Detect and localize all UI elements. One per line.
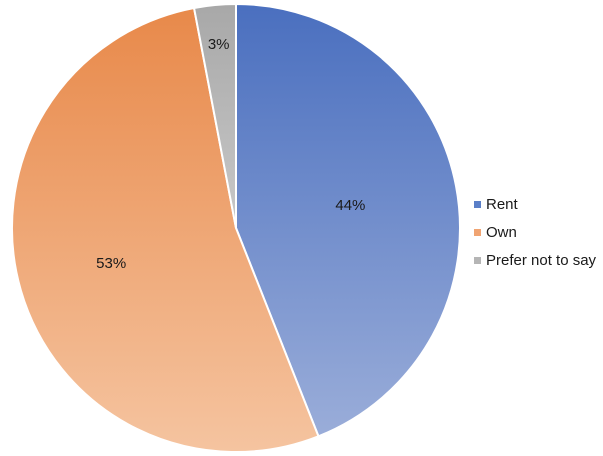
legend-item-own: Own <box>474 218 596 246</box>
legend-label: Prefer not to say <box>486 251 597 269</box>
pie-slice-prefer-not-to-say <box>192 2 237 229</box>
legend: Rent Own Prefer not to say <box>474 190 596 274</box>
legend-item-prefer-not-to-say: Prefer not to say <box>474 246 596 274</box>
legend-swatch <box>474 256 481 264</box>
pie-data-labels: 44% 53% 3% <box>96 36 365 272</box>
data-label-own: 53% <box>96 255 126 272</box>
pie-slice-rent <box>235 2 461 438</box>
legend-swatch <box>474 200 481 208</box>
pie-slices <box>10 2 461 453</box>
pie-slice-own <box>10 6 320 453</box>
data-label-prefer-not-to-say: 3% <box>208 36 230 53</box>
legend-label: Rent <box>486 195 518 213</box>
legend-swatch <box>474 228 481 236</box>
legend-label: Own <box>486 223 517 241</box>
legend-item-rent: Rent <box>474 190 596 218</box>
data-label-rent: 44% <box>335 197 365 214</box>
